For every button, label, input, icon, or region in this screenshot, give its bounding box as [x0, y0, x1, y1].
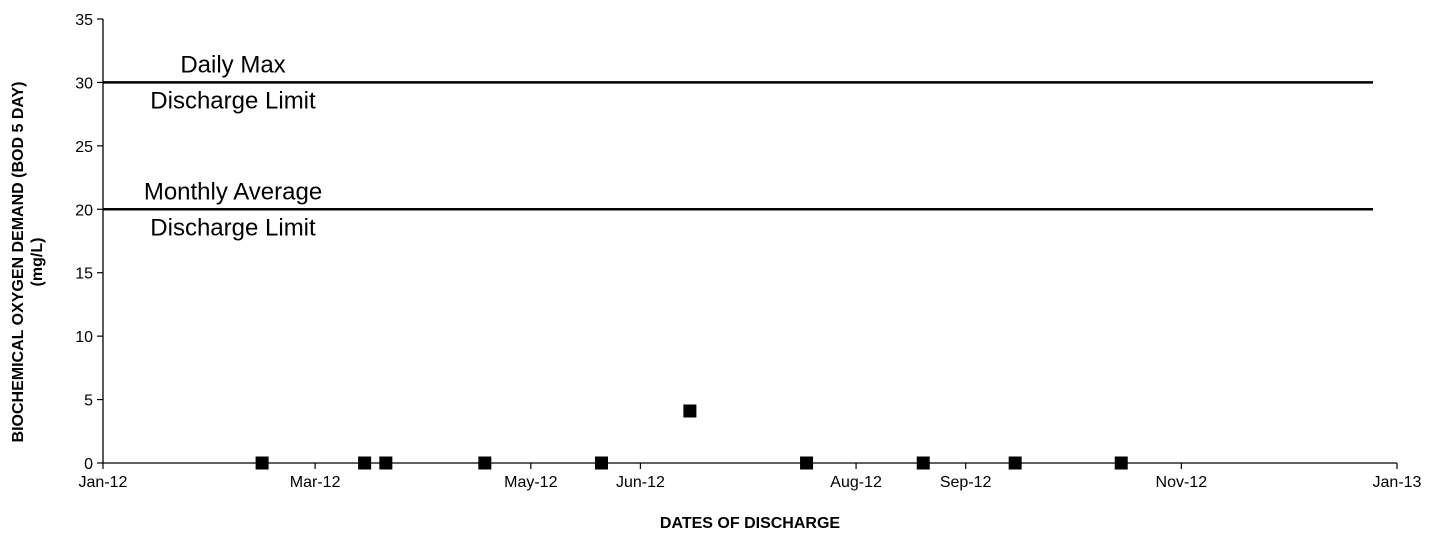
x-tick-label: Sep-12 [940, 474, 992, 491]
limit-label-bottom: Discharge Limit [150, 87, 316, 114]
data-point [916, 456, 930, 470]
y-tick-label: 5 [84, 393, 93, 410]
x-tick-label: Mar-12 [290, 474, 341, 491]
x-tick-label: Jan-13 [1373, 474, 1422, 491]
y-axis-title-unit: (mg/L) [29, 238, 46, 287]
data-point [1114, 456, 1128, 470]
data-point [1008, 456, 1022, 470]
y-tick-label: 0 [84, 456, 93, 473]
x-tick-label: May-12 [504, 474, 557, 491]
axis-ticks: 0 5 10 15 20 25 30 35 Jan-12 Mar-12 May-12 Jun-12 Au… [75, 12, 1421, 491]
y-tick-label: 30 [75, 75, 93, 92]
x-axis-title: DATES OF DISCHARGE [660, 515, 840, 532]
x-tick-label: Jan-12 [79, 474, 128, 491]
y-tick-label: 35 [75, 12, 93, 29]
limit-label-bottom: Discharge Limit [150, 214, 316, 241]
limit-label-top: Monthly Average [144, 178, 322, 205]
data-point [379, 456, 393, 470]
data-point [800, 456, 814, 470]
x-tick-label: Aug-12 [830, 474, 882, 491]
data-point [683, 404, 697, 418]
y-tick-label: 25 [75, 139, 93, 156]
y-tick-label: 20 [75, 202, 93, 219]
data-point [255, 456, 269, 470]
data-point [358, 456, 372, 470]
y-tick-label: 15 [75, 266, 93, 283]
y-axis-title: BIOCHEMICAL OXYGEN DEMAND (BOD 5 DAY) [10, 82, 27, 443]
limit-label-top: Daily Max [180, 51, 285, 78]
x-tick-label: Jun-12 [616, 474, 665, 491]
limit-lines: Daily Max Discharge Limit Monthly Average D… [103, 51, 1373, 241]
y-tick-label: 10 [75, 329, 93, 346]
data-point [595, 456, 609, 470]
data-points [255, 404, 1128, 470]
x-tick-label: Nov-12 [1156, 474, 1208, 491]
data-point [478, 456, 492, 470]
